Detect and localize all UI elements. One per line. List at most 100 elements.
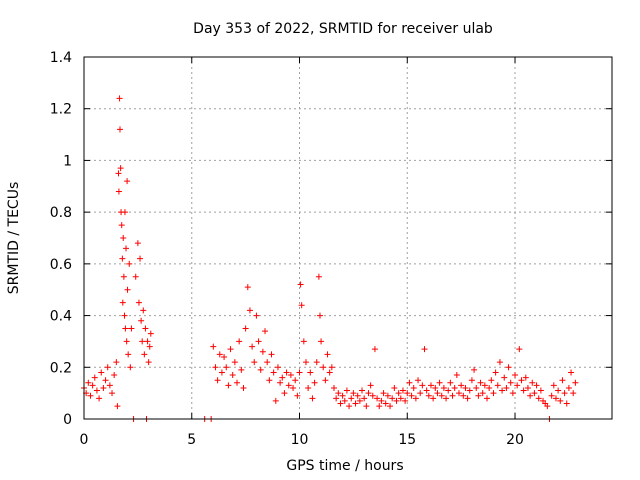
data-point-marker <box>322 377 329 384</box>
data-point-marker <box>244 284 251 291</box>
data-point-marker <box>529 379 536 386</box>
data-point-marker <box>231 359 238 366</box>
data-point-marker <box>507 379 514 386</box>
y-tick-label: 0 <box>63 412 72 428</box>
data-point-marker <box>505 364 512 371</box>
y-tick-label: 1.4 <box>50 50 72 66</box>
data-point-marker <box>391 384 398 391</box>
y-axis-ticks: 0 0.2 0.4 0.6 0.8 1 1.2 1.4 <box>50 50 612 428</box>
data-point-marker <box>443 395 450 402</box>
data-point-marker <box>134 240 141 247</box>
y-tick-label: 0.4 <box>50 309 72 325</box>
data-point-marker <box>137 255 144 262</box>
data-point-marker <box>115 188 122 195</box>
data-point-marker <box>318 338 325 345</box>
data-point-marker <box>557 397 564 404</box>
data-point-marker <box>458 382 465 389</box>
x-tick-label: 5 <box>187 432 196 448</box>
y-tick-label: 0.6 <box>50 257 72 273</box>
data-point-marker <box>279 374 286 381</box>
data-point-marker <box>236 338 243 345</box>
x-axis-ticks: 0 5 10 15 20 <box>80 57 524 448</box>
data-point-marker <box>210 343 217 350</box>
data-point-marker <box>111 372 118 379</box>
data-point-marker <box>238 366 245 373</box>
data-point-marker <box>393 397 400 404</box>
x-axis-label: GPS time / hours <box>286 458 403 474</box>
data-point-marker <box>531 390 538 397</box>
data-point-marker <box>128 325 135 332</box>
data-point-marker <box>503 384 510 391</box>
data-point-marker <box>484 395 491 402</box>
data-point-marker <box>479 390 486 397</box>
data-point-marker <box>315 273 322 280</box>
data-point-marker <box>380 390 387 397</box>
data-point-marker <box>123 245 130 252</box>
data-point-marker <box>309 395 316 402</box>
data-point-marker <box>552 395 559 402</box>
data-point-marker <box>141 351 148 358</box>
data-point-marker <box>509 390 516 397</box>
data-point-marker <box>117 165 124 172</box>
data-point-marker <box>369 392 376 399</box>
data-point-marker <box>350 390 357 397</box>
data-point-marker <box>490 390 497 397</box>
data-point-marker <box>124 178 131 185</box>
data-point-marker <box>382 400 389 407</box>
data-point-marker <box>434 390 441 397</box>
data-point-marker <box>419 382 426 389</box>
data-point-marker <box>255 338 262 345</box>
data-point-marker <box>119 255 126 262</box>
data-point-marker <box>249 343 256 350</box>
data-point-marker <box>451 384 458 391</box>
data-point-marker <box>438 392 445 399</box>
data-point-marker <box>106 382 113 389</box>
data-point-marker <box>341 397 348 404</box>
data-point-marker <box>277 379 284 386</box>
data-point-marker <box>449 392 456 399</box>
data-point-marker <box>126 260 133 267</box>
data-point-marker <box>96 395 103 402</box>
data-point-marker <box>246 307 253 314</box>
x-tick-label: 15 <box>398 432 416 448</box>
data-point-marker <box>328 364 335 371</box>
data-point-marker <box>229 372 236 379</box>
data-point-marker <box>537 387 544 394</box>
data-point-marker <box>471 366 478 373</box>
data-point-marker <box>240 384 247 391</box>
data-point-marker <box>253 312 260 319</box>
data-point-marker <box>307 369 314 376</box>
data-point-marker <box>221 353 228 360</box>
chart-title: Day 353 of 2022, SRMTID for receiver ula… <box>193 21 493 37</box>
data-point-marker <box>354 392 361 399</box>
data-point-marker <box>118 222 125 229</box>
data-point-marker <box>223 364 230 371</box>
data-point-marker <box>287 372 294 379</box>
data-point-marker <box>352 400 359 407</box>
data-point-marker <box>266 377 273 384</box>
x-tick-label: 10 <box>291 432 309 448</box>
data-point-marker <box>227 346 234 353</box>
data-point-marker <box>297 281 304 288</box>
data-point-marker <box>337 400 344 407</box>
data-point-marker <box>132 273 139 280</box>
data-point-marker <box>423 387 430 394</box>
data-point-marker <box>135 299 142 306</box>
data-point-marker <box>359 387 366 394</box>
data-point-marker <box>402 397 409 404</box>
data-points <box>81 95 579 422</box>
data-point-marker <box>104 364 111 371</box>
data-point-marker <box>102 377 109 384</box>
data-point-marker <box>520 387 527 394</box>
data-point-marker <box>339 392 346 399</box>
data-point-marker <box>356 397 363 404</box>
data-point-marker <box>535 395 542 402</box>
data-point-marker <box>346 403 353 410</box>
data-point-marker <box>518 377 525 384</box>
y-tick-label: 0.2 <box>50 360 72 376</box>
data-point-marker <box>477 379 484 386</box>
data-point-marker <box>218 369 225 376</box>
data-point-marker <box>292 377 299 384</box>
data-point-marker <box>216 351 223 358</box>
data-point-marker <box>447 379 454 386</box>
